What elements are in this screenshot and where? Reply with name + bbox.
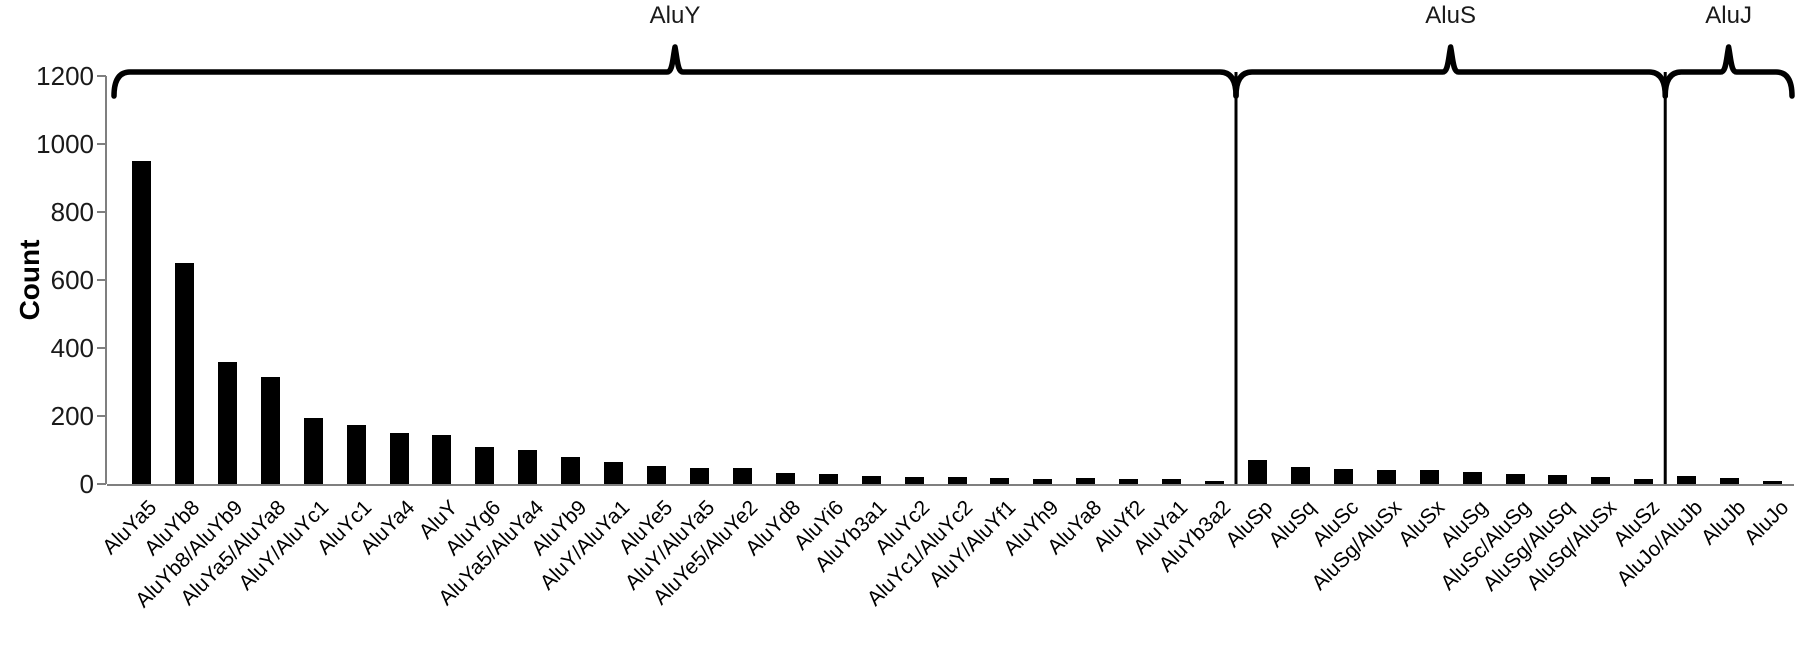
x-label-AluJb: AluJb (1696, 496, 1750, 550)
y-axis-line (105, 76, 107, 484)
y-tick-label-1200: 1200 (36, 61, 94, 91)
y-tick-label-600: 600 (50, 265, 94, 295)
bar-AluYa5 (131, 161, 151, 484)
bar-AluYb8/AluYb9 (217, 361, 237, 484)
y-tick-mark-200 (97, 415, 106, 417)
bar-AluYi6 (818, 474, 838, 484)
bar-AluY (432, 434, 452, 484)
bar-AluSz (1634, 478, 1654, 484)
y-tick-label-800: 800 (50, 197, 94, 227)
y-tick-mark-400 (97, 347, 106, 349)
bar-AluYb8 (174, 263, 194, 484)
x-label-AluSx: AluSx (1394, 496, 1450, 552)
bar-AluYa1 (1162, 479, 1182, 484)
bar-AluYc2 (904, 476, 924, 484)
x-label-AluJo: AluJo (1739, 496, 1793, 550)
bar-AluSc (1333, 468, 1353, 484)
bar-AluYa5/AluYa8 (260, 376, 280, 484)
bar-AluYa4 (389, 433, 409, 484)
bar-AluY/AluYf1 (990, 477, 1010, 484)
plot-area (107, 76, 1794, 484)
bar-AluY/AluYa1 (604, 461, 624, 484)
bar-AluY/AluYc1 (303, 417, 323, 484)
bar-AluY/AluYa5 (689, 467, 709, 484)
bar-AluSg/AluSq (1548, 474, 1568, 484)
bar-AluYb3a1 (861, 476, 881, 484)
group-label-alus: AluS (1425, 2, 1476, 29)
y-tick-label-0: 0 (79, 469, 94, 499)
y-tick-mark-1000 (97, 143, 106, 145)
bar-AluJo/AluJb (1677, 475, 1697, 484)
bar-AluSx (1419, 470, 1439, 484)
bar-AluSc/AluSg (1505, 473, 1525, 484)
bar-AluYa5/AluYa4 (518, 450, 538, 484)
y-tick-mark-1200 (97, 75, 106, 77)
bar-AluYe5/AluYe2 (732, 467, 752, 484)
bar-AluYa8 (1076, 478, 1096, 484)
x-axis-labels: AluYa5 AluYb8 AluYb8/AluYb9 AluYa5/AluYa8 Al… (99, 496, 1800, 650)
bar-AluYc1 (346, 424, 366, 484)
y-tick-label-200: 200 (50, 401, 94, 431)
y-tick-label-1000: 1000 (36, 129, 94, 159)
bar-AluSp (1247, 460, 1267, 484)
bar-AluYb9 (561, 456, 581, 484)
x-label-AluSp: AluSp (1221, 496, 1278, 552)
bar-AluYh9 (1033, 478, 1053, 484)
y-tick-label-400: 400 (50, 333, 94, 363)
bar-AluSq (1290, 467, 1310, 484)
bar-AluYd8 (775, 472, 795, 484)
bar-AluSg (1462, 472, 1482, 484)
group-label-aluj: AluJ (1705, 2, 1752, 29)
bar-AluYg6 (475, 446, 495, 484)
x-label-AluSq: AluSq (1264, 496, 1321, 552)
bar-AluYf2 (1119, 478, 1139, 484)
group-label-aluy: AluY (649, 2, 701, 29)
bar-AluYc1/AluYc2 (947, 477, 967, 484)
bar-AluSg/AluSx (1376, 469, 1396, 484)
y-tick-mark-600 (97, 279, 106, 281)
y-tick-mark-0 (97, 483, 106, 485)
bar-AluSq/AluSx (1591, 477, 1611, 484)
bar-AluYb3a2 (1205, 480, 1225, 484)
y-tick-mark-800 (97, 211, 106, 213)
bar-AluJb (1720, 477, 1740, 484)
bar-AluYe5 (647, 466, 667, 484)
bar-AluJo (1763, 480, 1783, 484)
x-axis-line (107, 484, 1794, 486)
